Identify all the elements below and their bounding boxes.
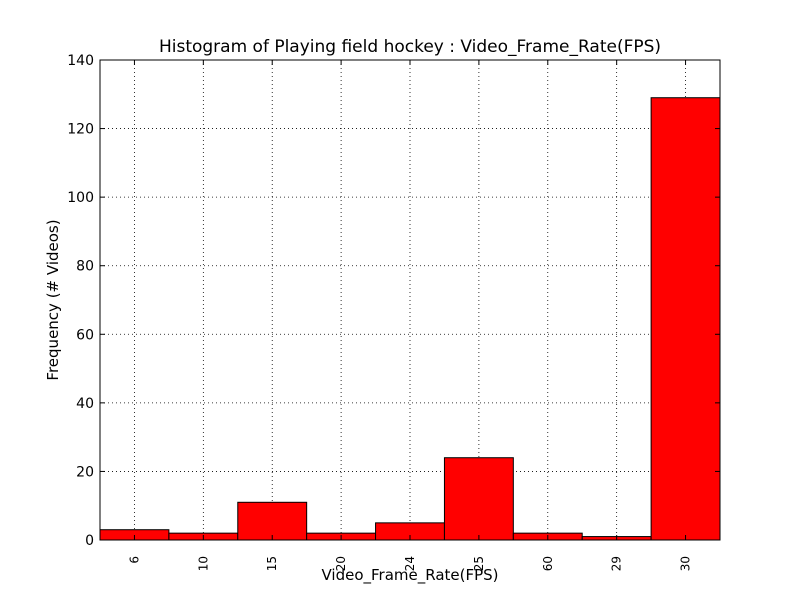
bar-30 xyxy=(650,97,721,541)
x-tick-label: 29 xyxy=(610,556,624,571)
axis-ticks xyxy=(100,59,720,541)
x-tick-label: 25 xyxy=(472,556,486,571)
y-tick-label: 60 xyxy=(76,327,94,343)
x-tick-label: 6 xyxy=(127,556,141,564)
y-tick-label: 0 xyxy=(85,533,94,549)
grid-lines xyxy=(100,60,720,540)
y-tick-label: 20 xyxy=(76,464,94,480)
bar-15 xyxy=(237,501,308,541)
bars xyxy=(99,97,721,541)
y-tick-label: 120 xyxy=(67,122,94,138)
x-tick-label: 24 xyxy=(403,556,417,571)
x-tick-labels: 6 10 15 20 24 25 60 29 30 xyxy=(127,556,692,571)
chart-title: Histogram of Playing field hockey : Vide… xyxy=(159,37,661,57)
x-tick-label: 30 xyxy=(679,556,693,571)
x-axis-label: Video_Frame_Rate(FPS) xyxy=(321,566,498,585)
y-tick-labels: 0 20 40 60 80 100 120 140 xyxy=(67,53,94,549)
x-tick-label: 15 xyxy=(265,556,279,571)
y-tick-label: 140 xyxy=(67,53,94,69)
y-tick-label: 80 xyxy=(76,259,94,275)
x-tick-label: 60 xyxy=(541,556,555,571)
y-axis-label: Frequency (# Videos) xyxy=(44,219,62,380)
x-tick-label: 10 xyxy=(196,556,210,571)
y-tick-label: 40 xyxy=(76,396,94,412)
y-tick-label: 100 xyxy=(67,190,94,206)
bar-25 xyxy=(443,457,514,541)
x-tick-label: 20 xyxy=(334,556,348,571)
